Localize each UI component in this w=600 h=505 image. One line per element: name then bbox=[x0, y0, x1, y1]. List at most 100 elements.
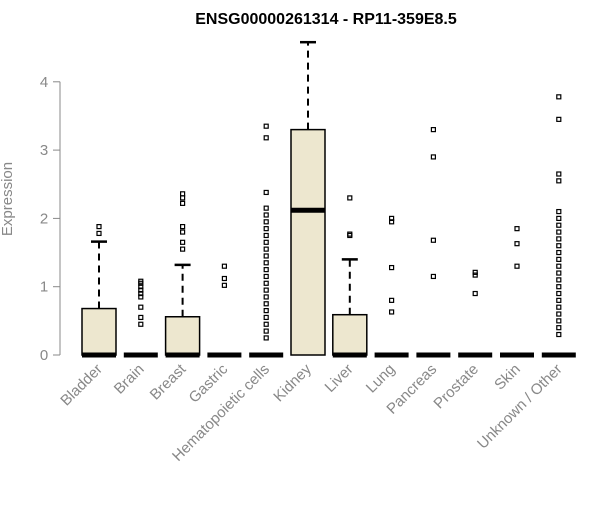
outlier-point bbox=[347, 232, 353, 239]
box-body bbox=[290, 128, 326, 356]
outlier-point bbox=[263, 135, 269, 141]
outlier-point bbox=[263, 253, 269, 259]
outlier-point bbox=[96, 223, 102, 230]
box-body bbox=[81, 307, 117, 356]
x-tick-label: Kidney bbox=[270, 360, 315, 405]
y-tick-label: 1 bbox=[40, 279, 48, 296]
outlier-point bbox=[556, 284, 562, 290]
x-tick-label: Brain bbox=[111, 361, 148, 398]
outlier-point bbox=[556, 171, 562, 177]
outlier-point bbox=[138, 304, 144, 310]
outlier-point bbox=[263, 328, 269, 334]
outlier-point bbox=[556, 325, 562, 331]
outlier-point bbox=[556, 222, 562, 228]
box-4 bbox=[249, 123, 284, 358]
outlier-point bbox=[263, 280, 269, 286]
outlier-point bbox=[556, 229, 562, 235]
outlier-point bbox=[556, 263, 562, 269]
outlier-point bbox=[263, 205, 269, 211]
outlier-point bbox=[263, 301, 269, 307]
outlier-point bbox=[430, 273, 436, 280]
outlier-point bbox=[556, 116, 562, 122]
outlier-point bbox=[263, 308, 269, 314]
outlier-point bbox=[263, 239, 269, 245]
outlier-point bbox=[263, 314, 269, 321]
outlier-point bbox=[221, 282, 227, 288]
box-11 bbox=[541, 94, 576, 358]
outlier-point bbox=[514, 241, 520, 247]
outlier-point bbox=[263, 273, 269, 280]
box-body bbox=[164, 316, 201, 356]
box-7 bbox=[374, 215, 409, 358]
outlier-point bbox=[180, 246, 186, 252]
outlier-point bbox=[556, 318, 562, 324]
outlier-point bbox=[514, 226, 520, 232]
outlier-point bbox=[221, 275, 227, 282]
outlier-point bbox=[556, 304, 562, 310]
box-5 bbox=[290, 40, 326, 356]
outlier-point bbox=[263, 287, 269, 293]
outlier-point bbox=[263, 123, 269, 129]
outlier-point bbox=[389, 297, 395, 303]
outlier-point bbox=[263, 321, 269, 327]
outlier-point bbox=[430, 127, 436, 133]
outlier-point bbox=[556, 94, 562, 100]
y-axis-label: Expression bbox=[0, 162, 16, 236]
outlier-point bbox=[263, 189, 269, 196]
outlier-point bbox=[556, 249, 562, 256]
y-tick-label: 2 bbox=[40, 210, 48, 227]
outlier-point bbox=[263, 294, 269, 300]
box-series bbox=[81, 40, 576, 358]
chart-title: ENSG00000261314 - RP11-359E8.5 bbox=[195, 11, 457, 28]
outlier-point bbox=[389, 215, 395, 221]
outlier-point bbox=[430, 154, 436, 160]
box-9 bbox=[458, 269, 493, 358]
outlier-point bbox=[556, 178, 562, 184]
outlier-point bbox=[263, 232, 269, 239]
box-8 bbox=[416, 127, 451, 358]
outlier-point bbox=[180, 195, 186, 201]
outlier-point bbox=[389, 264, 395, 271]
outlier-point bbox=[263, 260, 269, 266]
y-axis: 0 1 2 3 4 bbox=[40, 74, 61, 364]
outlier-point bbox=[472, 290, 478, 297]
y-tick-label: 3 bbox=[40, 142, 48, 159]
box-2 bbox=[164, 191, 201, 358]
outlier-point bbox=[180, 223, 186, 230]
box-1 bbox=[123, 278, 158, 358]
outlier-point bbox=[347, 231, 353, 237]
box-body bbox=[332, 313, 368, 356]
x-tick-label: Bladder bbox=[57, 361, 106, 410]
x-tick-label: Lung bbox=[363, 361, 399, 397]
outlier-point bbox=[347, 195, 353, 201]
outlier-point bbox=[180, 191, 186, 197]
outlier-point bbox=[556, 311, 562, 317]
outlier-point bbox=[556, 215, 562, 221]
outlier-point bbox=[180, 200, 186, 206]
outlier-point bbox=[180, 229, 186, 235]
outlier-point bbox=[263, 219, 269, 225]
box-3 bbox=[207, 263, 242, 358]
outlier-point bbox=[556, 277, 562, 283]
outlier-point bbox=[180, 239, 186, 245]
outlier-point bbox=[472, 272, 478, 278]
outlier-point bbox=[556, 243, 562, 249]
x-tick-label: Breast bbox=[147, 360, 190, 403]
y-tick-label: 4 bbox=[40, 74, 48, 91]
outlier-point bbox=[389, 309, 395, 315]
outlier-point bbox=[263, 246, 269, 252]
outlier-point bbox=[556, 331, 562, 338]
outlier-point bbox=[472, 269, 478, 275]
outlier-point bbox=[263, 226, 269, 232]
outlier-point bbox=[138, 314, 144, 321]
outlier-point bbox=[263, 335, 269, 341]
y-tick-label: 0 bbox=[40, 347, 48, 364]
outlier-point bbox=[138, 321, 144, 327]
outlier-point bbox=[556, 208, 562, 215]
outlier-point bbox=[221, 263, 227, 269]
box-10 bbox=[500, 226, 534, 358]
outlier-point bbox=[263, 267, 269, 273]
